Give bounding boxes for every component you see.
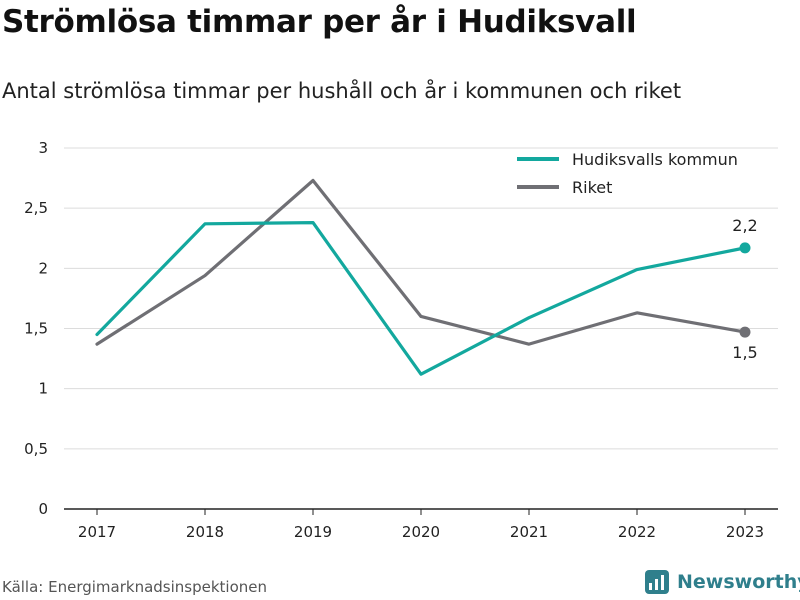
y-tick-label: 3 [38, 139, 48, 157]
end-markers: 1,5 2,2 [732, 216, 757, 362]
x-tick-label: 2022 [618, 523, 656, 541]
series-lines [95, 178, 747, 376]
x-tick-marks [96, 509, 746, 515]
end-marker-riket [739, 326, 751, 338]
newsworthy-logo: Newsworthy [645, 570, 800, 594]
x-tick-label: 2017 [78, 523, 116, 541]
x-tick-label: 2018 [186, 523, 224, 541]
legend-label: Hudiksvalls kommun [572, 150, 738, 169]
y-tick-label: 0,5 [24, 440, 48, 458]
y-tick-label: 2,5 [24, 199, 48, 217]
newsworthy-logo-icon [645, 570, 669, 594]
chart-subtitle: Antal strömlösa timmar per hushåll och å… [2, 79, 682, 103]
y-tick-label: 0 [38, 500, 48, 518]
data-label: 1,5 [732, 343, 757, 362]
data-label: 2,2 [732, 216, 757, 235]
x-tick-label: 2023 [726, 523, 764, 541]
x-tick-label: 2019 [294, 523, 332, 541]
grid-lines [64, 147, 778, 450]
chart-title: Strömlösa timmar per år i Hudiksvall [2, 4, 637, 40]
end-marker-hudiksvall [739, 242, 751, 254]
y-tick-label: 1 [38, 380, 48, 398]
series-line-riket [95, 178, 747, 346]
x-tick-labels: 2017 2018 2019 2020 2021 2022 2023 [78, 523, 764, 541]
x-tick-label: 2020 [402, 523, 440, 541]
logo-text: Newsworthy [677, 571, 800, 593]
legend-label: Riket [572, 178, 612, 197]
series-line-hudiksvall [95, 221, 747, 376]
source-note: Källa: Energimarknadsinspektionen [2, 578, 268, 596]
x-tick-label: 2021 [510, 523, 548, 541]
y-tick-label: 2 [38, 259, 48, 277]
y-tick-labels: 0 0,5 1 1,5 2 2,5 3 [24, 139, 48, 518]
y-tick-label: 1,5 [24, 320, 48, 338]
legend: Hudiksvalls kommun Riket [517, 150, 738, 197]
